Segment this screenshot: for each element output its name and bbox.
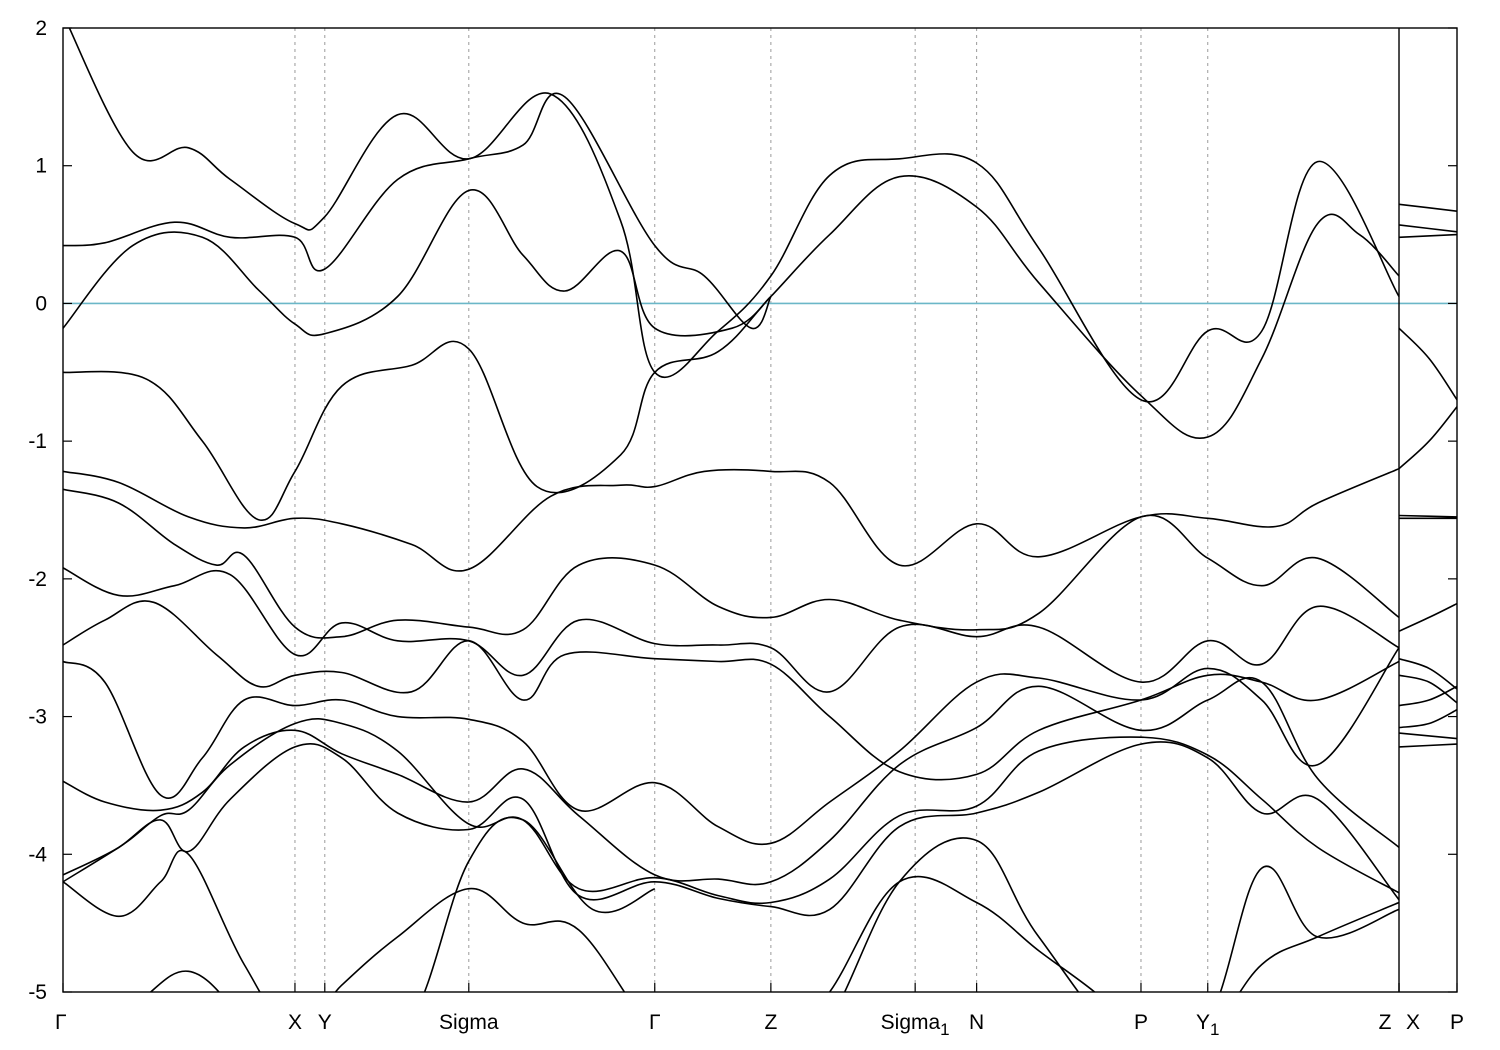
band-line-2 xyxy=(63,189,772,337)
band-line-19 xyxy=(1398,327,1457,401)
kpoint-label: Y xyxy=(318,1011,332,1034)
band-line-28 xyxy=(1398,732,1457,740)
band-line-9 xyxy=(63,647,1400,846)
band-line-23 xyxy=(1398,602,1457,632)
kpoint-label: Γ xyxy=(55,1011,67,1034)
kpoint-label: P xyxy=(1134,1011,1148,1034)
kpoint-label: X xyxy=(288,1011,302,1034)
band-line-7 xyxy=(63,567,1400,693)
y-tick-label: 1 xyxy=(35,155,47,178)
band-line-18 xyxy=(1398,233,1457,239)
kpoint-label: P xyxy=(1450,1011,1464,1034)
band-line-5 xyxy=(63,467,1400,572)
kpoint-label: Sigma1 xyxy=(881,1011,950,1039)
x-axis: Γ X Y Sigma Γ Z Sigma1 N P Y1 Z X P xyxy=(55,983,1464,1039)
kpoint-label: Y1 xyxy=(1196,1011,1219,1039)
kpoint-label: Z xyxy=(764,1011,777,1034)
kpoint-lines xyxy=(294,28,1209,992)
band-line-12 xyxy=(63,741,1400,917)
y-tick-label: 2 xyxy=(35,17,47,40)
band-line-6 xyxy=(63,488,1400,639)
y-tick-label: -2 xyxy=(28,568,47,591)
band-line-27 xyxy=(1398,708,1457,729)
bands xyxy=(63,28,1457,992)
band-line-3 xyxy=(68,28,1400,403)
band-line-15 xyxy=(843,837,1400,992)
band-line-29 xyxy=(1398,743,1457,748)
band-line-11 xyxy=(63,718,1400,905)
y-tick-label: 0 xyxy=(35,292,47,315)
kpoint-label: Z xyxy=(1379,1011,1392,1034)
y-tick-label: -4 xyxy=(28,843,47,866)
y-tick-label: -1 xyxy=(28,430,47,453)
kpoint-label: Γ xyxy=(649,1011,661,1034)
band-line-17 xyxy=(1398,224,1457,233)
y-tick-label: -3 xyxy=(28,706,47,729)
band-line-4 xyxy=(63,175,1400,521)
band-line-26 xyxy=(1398,685,1457,707)
band-line-16 xyxy=(1398,203,1457,212)
kpoint-label: X xyxy=(1406,1011,1420,1034)
band-line-20 xyxy=(1398,406,1457,470)
kpoint-label: Sigma xyxy=(439,1011,499,1034)
band-line-25 xyxy=(1398,674,1457,704)
band-line-10 xyxy=(63,676,1400,886)
plot-frame xyxy=(62,27,1458,993)
band-line-1 xyxy=(63,92,772,330)
y-axis: 2 1 0 -1 -2 -3 -4 -5 xyxy=(28,17,1457,1004)
band-line-21 xyxy=(1398,514,1457,518)
band-line-24 xyxy=(1398,657,1457,690)
band-line-14 xyxy=(149,816,656,992)
y-tick-label: -5 xyxy=(28,981,47,1004)
kpoint-label: N xyxy=(969,1011,984,1034)
band-line-13 xyxy=(63,849,1400,992)
band-line-8 xyxy=(63,600,1400,781)
